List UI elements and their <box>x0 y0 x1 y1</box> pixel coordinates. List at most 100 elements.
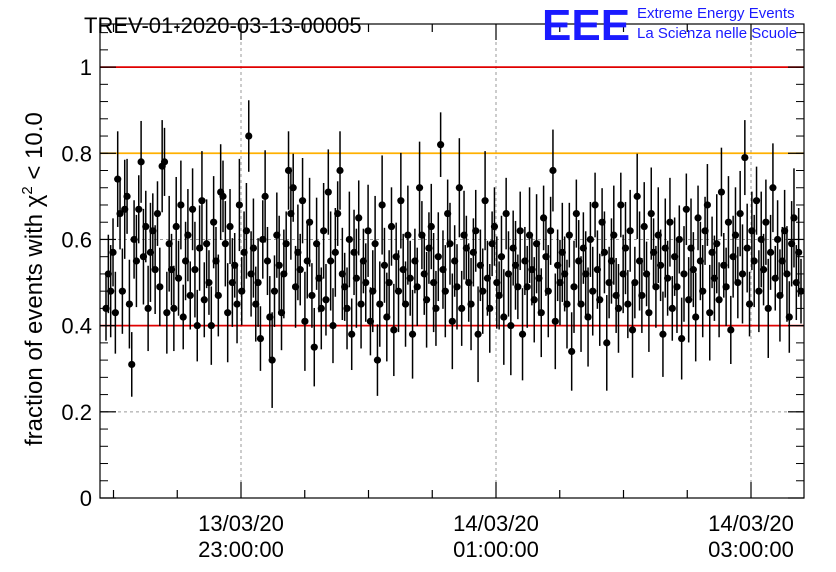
point-marker <box>109 248 117 256</box>
point-marker <box>434 253 442 261</box>
point-marker <box>689 266 697 274</box>
point-marker <box>673 283 681 291</box>
point-marker <box>722 283 730 291</box>
data-point <box>132 214 141 308</box>
data-point <box>305 177 314 267</box>
data-point <box>624 270 632 339</box>
point-marker <box>242 227 251 235</box>
point-marker <box>305 218 314 226</box>
data-point <box>394 250 403 333</box>
point-marker <box>219 192 227 200</box>
data-point <box>144 265 152 352</box>
point-marker <box>565 231 573 239</box>
data-point <box>565 202 573 268</box>
point-marker <box>343 304 351 312</box>
point-marker <box>156 283 164 291</box>
point-marker <box>123 192 131 200</box>
point-marker <box>631 278 639 287</box>
point-marker <box>572 210 580 218</box>
data-point <box>352 228 360 328</box>
point-marker <box>659 330 667 338</box>
y-axis-title-prefix: fraction of events with χ <box>21 194 48 446</box>
point-marker <box>397 197 405 205</box>
point-marker <box>640 222 648 231</box>
data-point <box>706 264 714 361</box>
point-marker <box>336 166 344 175</box>
logo-line-2: La Scienza nelle Scuole <box>637 25 797 42</box>
data-point <box>680 226 688 322</box>
point-marker <box>467 300 475 308</box>
point-marker <box>198 197 206 205</box>
data-point <box>645 273 653 352</box>
data-point <box>184 189 192 282</box>
point-marker <box>731 231 740 239</box>
point-marker <box>577 300 585 308</box>
point-marker <box>745 300 754 308</box>
eee-logo: EEE Extreme Energy Events La Scienza nel… <box>542 1 797 50</box>
point-marker <box>692 313 700 321</box>
data-point <box>128 332 136 397</box>
point-marker <box>628 326 637 334</box>
point-marker <box>373 356 382 364</box>
point-marker <box>633 192 641 200</box>
data-point <box>570 240 578 333</box>
point-marker <box>458 304 466 312</box>
point-marker <box>706 309 714 317</box>
data-point <box>600 211 609 294</box>
point-marker <box>245 132 253 140</box>
point-marker <box>502 210 510 218</box>
data-point <box>446 202 454 285</box>
data-point <box>675 205 683 274</box>
data-point <box>596 253 604 346</box>
point-marker <box>638 291 646 300</box>
point-marker <box>762 218 770 226</box>
data-point <box>256 306 265 371</box>
data-point <box>111 271 119 354</box>
point-marker <box>680 270 688 278</box>
point-marker <box>437 141 445 149</box>
data-point <box>198 151 206 251</box>
point-marker <box>773 235 782 244</box>
plot-frame <box>99 23 805 499</box>
point-marker <box>207 322 215 330</box>
point-marker <box>523 283 531 291</box>
point-marker <box>795 248 803 256</box>
data-point <box>270 255 279 327</box>
data-point <box>717 147 726 237</box>
data-point <box>731 187 740 283</box>
point-marker <box>610 231 618 239</box>
data-point <box>762 179 770 265</box>
data-point <box>254 238 262 327</box>
data-point <box>383 272 391 362</box>
data-point <box>172 176 180 277</box>
data-point <box>437 112 445 177</box>
point-marker <box>289 184 297 192</box>
point-marker <box>624 300 632 308</box>
point-marker <box>296 266 304 274</box>
data-point <box>156 247 164 327</box>
data-point <box>362 243 370 322</box>
data-point <box>699 245 707 338</box>
data-point <box>678 297 686 380</box>
point-marker <box>764 304 772 312</box>
point-marker <box>233 300 241 308</box>
data-point <box>530 257 538 343</box>
data-point <box>745 271 754 337</box>
point-marker <box>547 227 555 235</box>
point-marker <box>694 214 702 222</box>
data-point <box>151 225 159 315</box>
point-marker <box>717 188 726 196</box>
data-point <box>186 261 194 330</box>
point-marker <box>364 227 372 235</box>
y-axis-title-suffix: < 10.0 <box>21 112 48 186</box>
point-marker <box>497 253 506 261</box>
data-point <box>458 270 466 346</box>
point-marker <box>596 296 604 304</box>
y-tick-label: 0.6 <box>61 227 92 252</box>
point-marker <box>490 222 499 231</box>
data-point <box>408 289 417 379</box>
data-point <box>142 190 150 263</box>
point-marker <box>387 222 396 231</box>
data-point <box>357 259 365 349</box>
data-point <box>301 271 309 371</box>
